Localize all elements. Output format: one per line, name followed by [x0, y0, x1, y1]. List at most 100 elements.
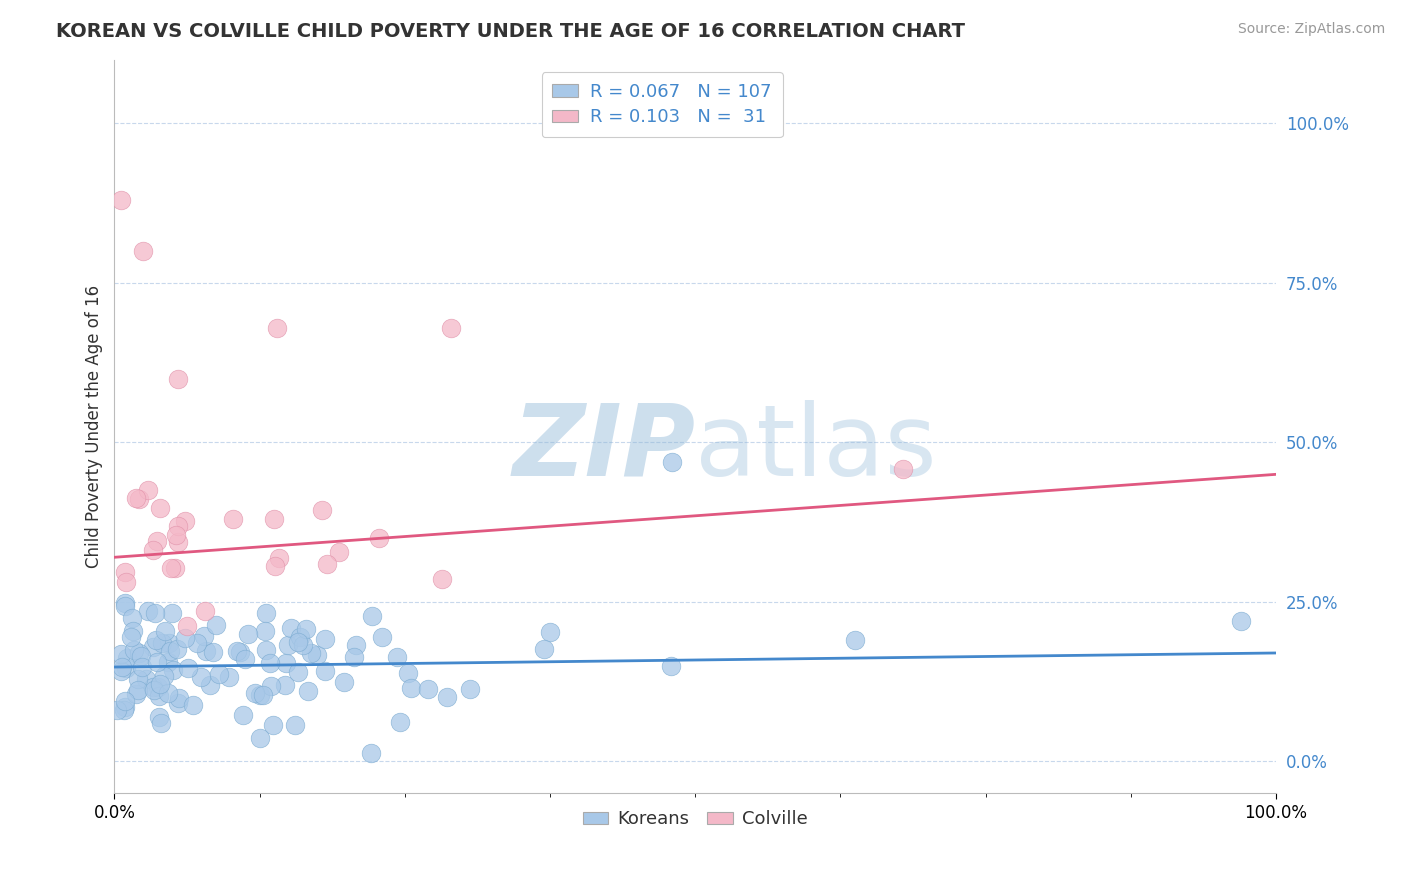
Point	[538, 625, 561, 640]
Point	[162, 663, 184, 677]
Point	[110, 647, 132, 661]
Point	[229, 645, 252, 659]
Point	[190, 670, 212, 684]
Point	[202, 645, 225, 659]
Point	[277, 638, 299, 652]
Point	[114, 566, 136, 580]
Point	[122, 624, 145, 639]
Point	[167, 519, 190, 533]
Point	[436, 690, 458, 704]
Point	[105, 703, 128, 717]
Point	[163, 561, 186, 575]
Point	[157, 636, 180, 650]
Point	[233, 651, 256, 665]
Point	[204, 618, 226, 632]
Point	[143, 682, 166, 697]
Point	[135, 672, 157, 686]
Point	[120, 631, 142, 645]
Point	[260, 679, 283, 693]
Point	[150, 636, 173, 650]
Point	[132, 244, 155, 258]
Point	[249, 731, 271, 745]
Point	[131, 659, 153, 673]
Point	[314, 632, 336, 647]
Point	[661, 454, 683, 468]
Point	[274, 656, 297, 670]
Point	[127, 683, 149, 698]
Point	[440, 320, 463, 334]
Point	[208, 667, 231, 681]
Point	[112, 703, 135, 717]
Point	[299, 646, 322, 660]
Point	[280, 621, 302, 635]
Point	[249, 688, 271, 702]
Point	[533, 641, 555, 656]
Point	[361, 608, 384, 623]
Point	[218, 670, 240, 684]
Point	[148, 709, 170, 723]
Point	[254, 606, 277, 620]
Point	[157, 686, 180, 700]
Point	[222, 512, 245, 526]
Point	[121, 611, 143, 625]
Point	[153, 624, 176, 639]
Point	[328, 545, 350, 559]
Point	[143, 607, 166, 621]
Point	[343, 649, 366, 664]
Point	[111, 660, 134, 674]
Point	[124, 642, 146, 657]
Point	[295, 622, 318, 636]
Point	[181, 698, 204, 713]
Point	[160, 561, 183, 575]
Text: ZIP: ZIP	[512, 400, 695, 497]
Point	[159, 644, 181, 658]
Point	[166, 696, 188, 710]
Point	[371, 630, 394, 644]
Point	[149, 677, 172, 691]
Point	[142, 640, 165, 654]
Point	[115, 651, 138, 665]
Point	[226, 644, 249, 658]
Point	[287, 665, 309, 679]
Point	[274, 678, 297, 692]
Point	[114, 596, 136, 610]
Point	[368, 531, 391, 545]
Point	[166, 534, 188, 549]
Point	[263, 512, 285, 526]
Point	[167, 371, 190, 385]
Point	[396, 666, 419, 681]
Point	[174, 514, 197, 528]
Point	[110, 193, 132, 207]
Point	[360, 746, 382, 760]
Point	[344, 639, 367, 653]
Point	[254, 624, 277, 638]
Text: atlas: atlas	[695, 400, 936, 497]
Point	[145, 633, 167, 648]
Point	[166, 642, 188, 657]
Point	[283, 718, 305, 732]
Point	[388, 715, 411, 730]
Point	[262, 717, 284, 731]
Point	[114, 694, 136, 708]
Point	[146, 655, 169, 669]
Point	[332, 675, 354, 690]
Point	[891, 461, 914, 475]
Point	[157, 655, 180, 669]
Point	[315, 558, 337, 572]
Point	[661, 659, 683, 673]
Point	[129, 649, 152, 664]
Point	[136, 603, 159, 617]
Point	[259, 656, 281, 670]
Point	[232, 707, 254, 722]
Point	[252, 688, 274, 702]
Point	[193, 629, 215, 643]
Point	[176, 618, 198, 632]
Point	[460, 682, 482, 697]
Point	[115, 575, 138, 590]
Point	[305, 648, 328, 663]
Point	[269, 550, 291, 565]
Point	[194, 604, 217, 618]
Point	[292, 639, 315, 653]
Point	[401, 681, 423, 695]
Legend: Koreans, Colville: Koreans, Colville	[576, 803, 814, 836]
